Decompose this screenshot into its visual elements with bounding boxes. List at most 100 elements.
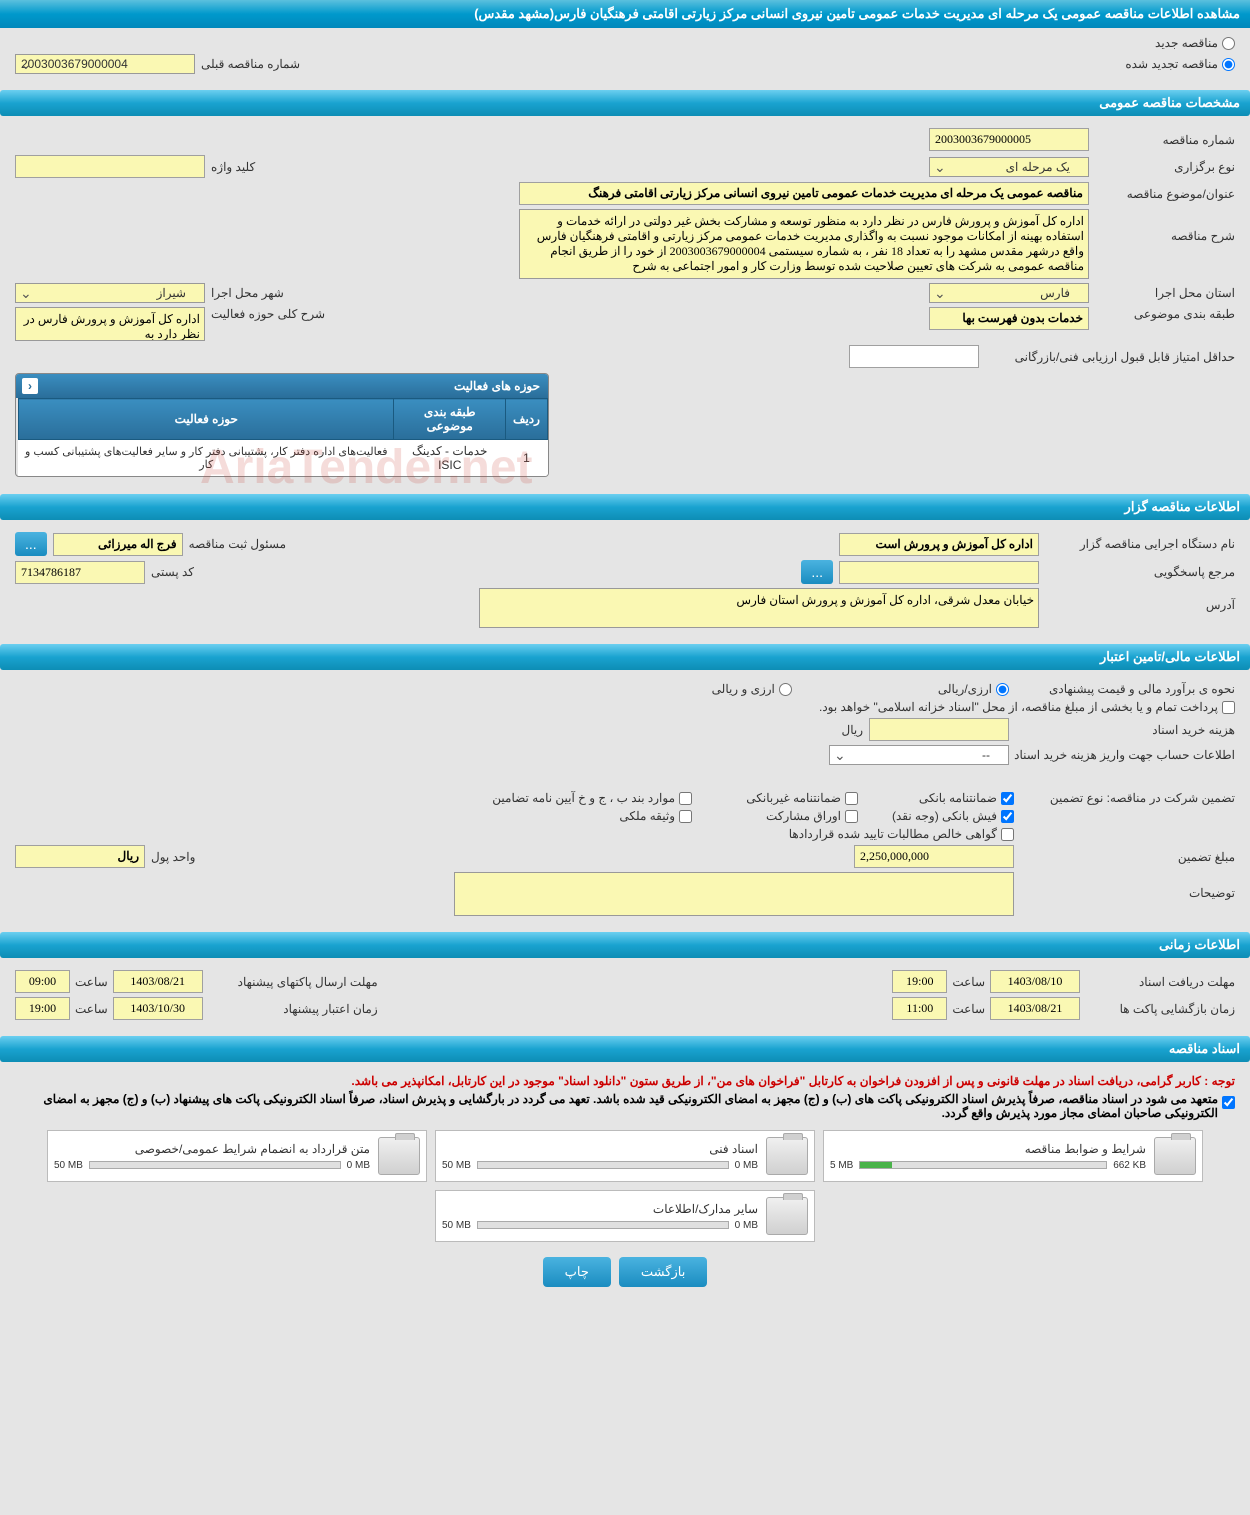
addr-label: آدرس xyxy=(1045,588,1235,612)
tender-no-label: شماره مناقصه xyxy=(1095,133,1235,147)
min-score-label: حداقل امتیاز قابل قبول ارزیابی فنی/بازرگ… xyxy=(985,350,1235,364)
docs-note2: متعهد می شود در اسناد مناقصه، صرفاً پذیر… xyxy=(15,1092,1218,1120)
folder-icon xyxy=(766,1197,808,1235)
reg-input[interactable] xyxy=(53,533,183,556)
post-label: کد پستی xyxy=(151,565,194,579)
prev-number-label: شماره مناقصه قبلی xyxy=(201,57,300,71)
valid-time[interactable] xyxy=(15,997,70,1020)
city-label: شهر محل اجرا xyxy=(211,286,284,300)
progress-fill-1 xyxy=(860,1162,892,1168)
org-input[interactable] xyxy=(839,533,1039,556)
doc-contract[interactable]: متن قرارداد به انضمام شرایط عمومی/خصوصی … xyxy=(47,1130,427,1182)
folder-icon xyxy=(378,1137,420,1175)
deadline-label: مهلت دریافت اسناد xyxy=(1085,975,1235,989)
deadline-time[interactable] xyxy=(892,970,947,993)
addr-textarea[interactable] xyxy=(479,588,1039,628)
cb-cert[interactable] xyxy=(1001,828,1014,841)
subject-input[interactable] xyxy=(519,182,1089,205)
docs-note1: توجه : کاربر گرامی، دریافت اسناد در مهلت… xyxy=(15,1074,1235,1088)
account-label: اطلاعات حساب جهت واریز هزینه خرید اسناد xyxy=(1015,748,1235,762)
table-collapse-icon[interactable]: ‹ xyxy=(22,378,38,394)
keyword-input[interactable] xyxy=(15,155,205,178)
th-row: ردیف xyxy=(506,399,548,440)
activity-table-title: حوزه های فعالیت ‹ xyxy=(16,374,548,398)
page-title: مشاهده اطلاعات مناقصه عمومی یک مرحله ای … xyxy=(0,0,1250,28)
notes-label: توضیحات xyxy=(1020,872,1235,900)
unit-label: واحد پول xyxy=(151,850,195,864)
renew-tender-label: مناقصه تجدید شده xyxy=(1125,57,1218,71)
min-score-input[interactable] xyxy=(849,345,979,368)
cost-unit: ریال xyxy=(841,723,863,737)
folder-icon xyxy=(1154,1137,1196,1175)
cb-cash[interactable] xyxy=(1001,810,1014,823)
commit-checkbox[interactable] xyxy=(1222,1096,1235,1109)
scope-textarea[interactable] xyxy=(15,307,205,341)
send-date[interactable] xyxy=(113,970,203,993)
cost-input[interactable] xyxy=(869,718,1009,741)
valid-date[interactable] xyxy=(113,997,203,1020)
org-label: نام دستگاه اجرایی مناقصه گزار xyxy=(1045,537,1235,551)
cb-deed[interactable] xyxy=(679,810,692,823)
cat-label: طبقه بندی موضوعی xyxy=(1095,307,1235,321)
th-scope: حوزه فعالیت xyxy=(19,399,394,440)
subject-label: عنوان/موضوع مناقصه xyxy=(1095,187,1235,201)
doc-conditions[interactable]: شرایط و ضوابط مناقصه 5 MB 662 KB xyxy=(823,1130,1203,1182)
section-general: مشخصات مناقصه عمومی xyxy=(0,90,1250,116)
send-time[interactable] xyxy=(15,970,70,993)
guarantee-label: تضمین شرکت در مناقصه: نوع تضمین xyxy=(1020,791,1235,805)
currency-radio[interactable] xyxy=(779,683,792,696)
send-label: مهلت ارسال پاکتهای پیشنهاد xyxy=(208,975,378,989)
rial-label: ارزی/ریالی xyxy=(938,682,992,696)
open-label: زمان بازگشایی پاکت ها xyxy=(1085,1002,1235,1016)
amount-input[interactable] xyxy=(854,845,1014,868)
resp-input[interactable] xyxy=(839,561,1039,584)
table-row: 1 خدمات - کدینگ ISIC فعالیت‌های اداره دف… xyxy=(19,440,548,477)
doc-other[interactable]: سایر مدارک/اطلاعات 50 MB 0 MB xyxy=(435,1190,815,1242)
doc-technical[interactable]: اسناد فنی 50 MB 0 MB xyxy=(435,1130,815,1182)
print-button[interactable]: چاپ xyxy=(543,1257,611,1287)
back-button[interactable]: بازگشت xyxy=(619,1257,707,1287)
rial-radio[interactable] xyxy=(996,683,1009,696)
cb-nonbank[interactable] xyxy=(845,792,858,805)
notes-textarea[interactable] xyxy=(454,872,1014,916)
desc-textarea[interactable] xyxy=(519,209,1089,279)
currency-label: ارزی و ریالی xyxy=(712,682,775,696)
cb-bank[interactable] xyxy=(1001,792,1014,805)
reg-browse-button[interactable]: ... xyxy=(15,532,47,556)
method-label: نحوه ی برآورد مالی و قیمت پیشنهادی xyxy=(1015,682,1235,696)
type-select[interactable]: یک مرحله ای xyxy=(929,157,1089,177)
cb-bond[interactable] xyxy=(679,792,692,805)
resp-browse-button[interactable]: ... xyxy=(801,560,833,584)
keyword-label: کلید واژه xyxy=(211,160,255,174)
amount-label: مبلغ تضمین xyxy=(1020,850,1235,864)
section-time: اطلاعات زمانی xyxy=(0,932,1250,958)
folder-icon xyxy=(766,1137,808,1175)
city-select[interactable]: شیراز xyxy=(15,283,205,303)
cost-label: هزینه خرید اسناد xyxy=(1015,723,1235,737)
province-select[interactable]: فارس xyxy=(929,283,1089,303)
treasury-label: پرداخت تمام و یا بخشی از مبلغ مناقصه، از… xyxy=(819,700,1218,714)
account-select[interactable]: -- xyxy=(829,745,1009,765)
cat-input[interactable] xyxy=(929,307,1089,330)
open-date[interactable] xyxy=(990,997,1080,1020)
deadline-date[interactable] xyxy=(990,970,1080,993)
renew-tender-radio[interactable] xyxy=(1222,58,1235,71)
treasury-checkbox[interactable] xyxy=(1222,701,1235,714)
reg-label: مسئول ثبت مناقصه xyxy=(189,537,286,551)
section-docs: اسناد مناقصه xyxy=(0,1036,1250,1062)
unit-input[interactable] xyxy=(15,845,145,868)
cb-stock[interactable] xyxy=(845,810,858,823)
new-tender-label: مناقصه جدید xyxy=(1155,36,1218,50)
post-input[interactable] xyxy=(15,561,145,584)
resp-label: مرجع پاسخگویی xyxy=(1045,565,1235,579)
new-tender-radio[interactable] xyxy=(1222,37,1235,50)
scope-label: شرح کلی حوزه فعالیت xyxy=(211,307,325,321)
open-time[interactable] xyxy=(892,997,947,1020)
section-finance: اطلاعات مالی/تامین اعتبار xyxy=(0,644,1250,670)
desc-label: شرح مناقصه xyxy=(1095,209,1235,243)
province-label: استان محل اجرا xyxy=(1095,286,1235,300)
type-label: نوع برگزاری xyxy=(1095,160,1235,174)
valid-label: زمان اعتبار پیشنهاد xyxy=(208,1002,378,1016)
tender-no-input[interactable] xyxy=(929,128,1089,151)
prev-number-select[interactable]: 2003003679000004 xyxy=(15,54,195,74)
